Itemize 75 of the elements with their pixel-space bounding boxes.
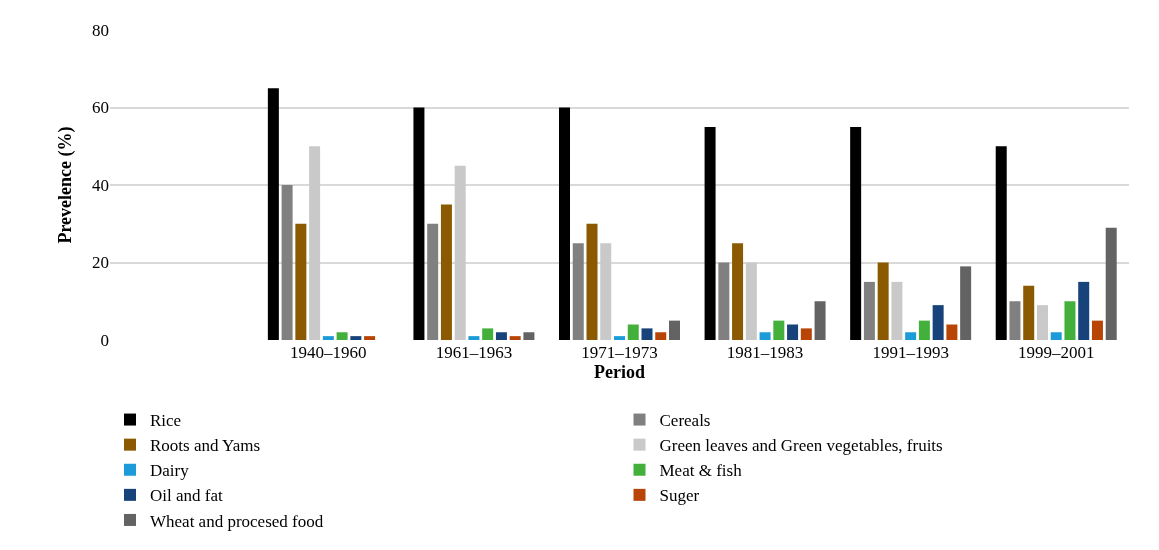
legend-label: Dairy xyxy=(150,461,190,481)
legend-label: Suger xyxy=(659,486,700,506)
bar xyxy=(1105,227,1117,340)
y-tick-label: 0 xyxy=(100,330,109,350)
bar xyxy=(641,328,653,340)
bar xyxy=(946,324,958,340)
bar xyxy=(309,146,321,340)
bar xyxy=(918,320,930,340)
x-tick-label: 1961–1963 xyxy=(435,343,513,362)
bar xyxy=(759,332,771,340)
x-axis-title: Period xyxy=(594,362,645,383)
bar xyxy=(523,332,535,340)
bar xyxy=(655,332,667,340)
x-tick-label: 1991–1993 xyxy=(872,343,949,362)
legend-label: Roots and Yams xyxy=(150,436,261,456)
legend-label: Meat & fish xyxy=(659,461,743,481)
bar xyxy=(1064,301,1076,340)
bar xyxy=(559,107,571,340)
y-tick-label: 60 xyxy=(92,98,109,118)
bar xyxy=(718,262,730,340)
legend-label: Rice xyxy=(150,411,182,431)
bar xyxy=(668,320,680,340)
bar xyxy=(495,332,507,340)
bar xyxy=(932,305,944,340)
bar xyxy=(482,328,494,340)
bar xyxy=(850,126,862,340)
bar xyxy=(787,324,799,340)
y-tick-label: 40 xyxy=(92,175,109,195)
bar xyxy=(814,301,826,340)
bar xyxy=(1009,301,1021,340)
bar xyxy=(1091,320,1103,340)
bar xyxy=(281,185,293,340)
bar xyxy=(891,281,903,340)
bar xyxy=(586,223,598,340)
bar xyxy=(267,88,279,340)
bar xyxy=(600,243,612,340)
legend-label: Wheat and procesed food xyxy=(150,511,324,531)
bar xyxy=(1023,285,1035,340)
bar xyxy=(960,266,972,340)
bar xyxy=(350,336,362,340)
bar xyxy=(732,243,744,340)
bar xyxy=(295,223,307,340)
y-axis-title: Prevelence (%) xyxy=(55,126,77,244)
bar xyxy=(863,281,875,340)
bar xyxy=(509,336,521,340)
bar xyxy=(364,336,376,340)
x-tick-label: 1999–2001 xyxy=(1017,343,1095,362)
bar xyxy=(454,165,466,340)
bar xyxy=(322,336,334,340)
bar xyxy=(995,146,1007,340)
legend-label: Cereals xyxy=(659,411,711,431)
bar xyxy=(745,262,757,340)
legend-label: Oil and fat xyxy=(150,486,223,506)
legend-label: Green leaves and Green vegetables, fruits xyxy=(659,436,943,456)
y-tick-label: 80 xyxy=(92,20,109,40)
bar xyxy=(1050,332,1062,340)
bar xyxy=(427,223,439,340)
bar xyxy=(627,324,639,340)
bar xyxy=(1036,305,1048,340)
bar xyxy=(1078,281,1090,340)
bar xyxy=(572,243,584,340)
bar xyxy=(614,336,625,340)
x-tick-label: 1981–1983 xyxy=(726,343,804,362)
bar xyxy=(336,332,348,340)
y-tick-label: 20 xyxy=(92,253,109,273)
bar xyxy=(800,328,812,340)
bar xyxy=(440,204,452,340)
bar xyxy=(468,336,480,340)
bar xyxy=(877,262,889,340)
bar xyxy=(905,332,917,340)
bar xyxy=(704,126,716,340)
bar xyxy=(773,320,785,340)
bar xyxy=(413,107,425,340)
x-tick-label: 1971–1973 xyxy=(581,343,658,362)
x-tick-label: 1940–1960 xyxy=(290,343,367,362)
